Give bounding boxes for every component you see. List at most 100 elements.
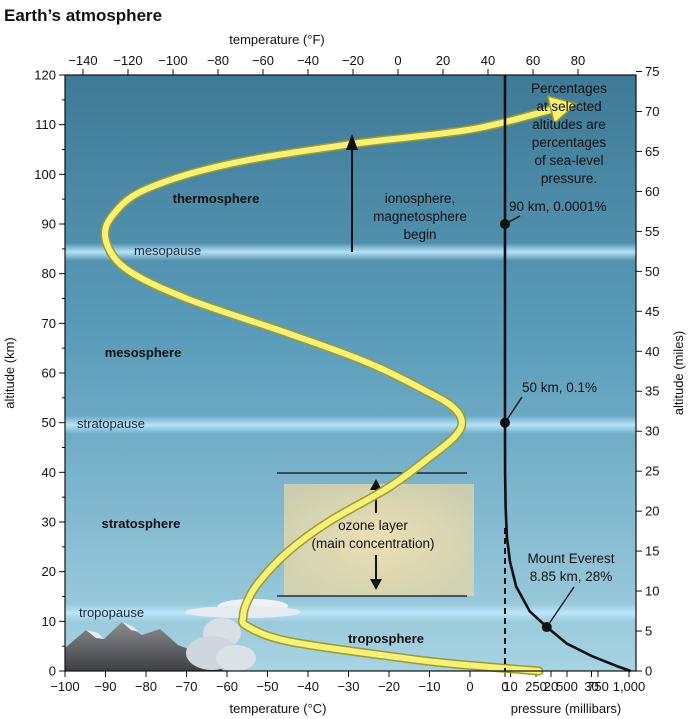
axis-ticks: 0102030405060708090100110120051015202530… (34, 53, 659, 694)
ionosphere-line-3: begin (403, 227, 436, 242)
right-tick-label: 50 (645, 264, 659, 279)
tropopause-band (65, 604, 636, 622)
top-tick-label: 80 (571, 53, 585, 68)
ozone-label-line-1: ozone layer (338, 518, 408, 533)
right-tick-label: 40 (645, 344, 659, 359)
top-tick-label: 40 (481, 53, 495, 68)
top-tick-label: −120 (113, 53, 142, 68)
top-tick-label: −20 (342, 53, 364, 68)
right-tick-label: 30 (645, 424, 659, 439)
marker-everest-leader (546, 586, 575, 628)
top-tick-label: −80 (207, 53, 229, 68)
bottom-tick-label: −20 (378, 679, 400, 694)
right-tick-label: 75 (645, 64, 659, 79)
pressure-note-line-4: percentages (532, 135, 607, 150)
bottom-tick-label: −10 (418, 679, 440, 694)
pressure-note-line-2: at selected (536, 99, 601, 114)
top-tick-label: −60 (252, 53, 274, 68)
marker-90km-label: 90 km, 0.0001% (509, 199, 607, 214)
top-tick-label: 20 (436, 53, 450, 68)
left-tick-label: 0 (49, 664, 56, 679)
bottom-tick-label: 0 (466, 679, 473, 694)
right-tick-label: 20 (645, 504, 659, 519)
everest-label-line-2: 8.85 km, 28% (530, 569, 613, 584)
pressure-note-line-5: of sea-level (534, 153, 603, 168)
bottom-tick-label: −80 (135, 679, 157, 694)
marker-50km-label: 50 km, 0.1% (522, 380, 597, 395)
stratosphere-label: stratosphere (102, 516, 181, 531)
temperature-curve-line (101, 106, 554, 674)
pressure-tick-label: 250 (525, 679, 547, 694)
everest-label-line-1: Mount Everest (527, 551, 614, 566)
ozone-layer-box (284, 484, 474, 596)
stratopause-band (65, 416, 636, 434)
top-axis-label: temperature (°F) (229, 32, 325, 47)
ionosphere-line-2: magnetosphere (373, 209, 467, 224)
left-tick-label: 110 (35, 117, 56, 132)
stratopause-label: stratopause (77, 416, 145, 431)
pressure-note-line-6: pressure. (541, 171, 597, 186)
right-axis-label: altitude (miles) (671, 331, 686, 416)
bottom-tick-label: 20 (544, 679, 558, 694)
left-tick-label: 100 (34, 167, 56, 182)
bottom-tick-label: −100 (50, 679, 79, 694)
left-tick-label: 120 (34, 68, 56, 83)
right-tick-label: 25 (645, 464, 659, 479)
top-tick-label: −140 (68, 53, 97, 68)
left-tick-label: 90 (42, 217, 56, 232)
left-tick-label: 80 (42, 266, 56, 281)
mesosphere-label: mesosphere (105, 345, 182, 360)
pressure-note-line-1: Percentages (531, 81, 607, 96)
bottom-tick-label: −60 (216, 679, 238, 694)
ozone-down-arrow (370, 555, 382, 590)
right-tick-label: 5 (645, 624, 652, 639)
top-tick-label: −100 (158, 53, 187, 68)
right-tick-label: 60 (645, 184, 659, 199)
top-tick-label: −40 (297, 53, 319, 68)
thermosphere-label: thermosphere (173, 191, 260, 206)
bottom-tick-label: −70 (175, 679, 197, 694)
right-tick-label: 0 (645, 664, 652, 679)
left-tick-label: 10 (42, 614, 56, 629)
left-tick-label: 30 (42, 515, 56, 530)
pressure-tick-label: 1,000 (613, 679, 646, 694)
pressure-curve-line (503, 75, 632, 673)
pressure-tick-label: 0 (501, 679, 508, 694)
pressure-curve (500, 75, 632, 673)
pressure-tick-label: 500 (556, 679, 578, 694)
mountains-illustration (65, 622, 224, 671)
temperature-curve-arrowhead (546, 95, 578, 125)
top-tick-label: 0 (394, 53, 401, 68)
top-tick-label: 60 (526, 53, 540, 68)
mesopause-band (65, 243, 636, 261)
left-tick-label: 20 (42, 564, 56, 579)
ozone-label-line-2: (main concentration) (311, 536, 434, 551)
right-tick-label: 15 (645, 544, 659, 559)
bottom-tick-label: −50 (256, 679, 278, 694)
plot-frame (64, 74, 637, 672)
left-tick-label: 70 (42, 316, 56, 331)
left-axis-label: altitude (km) (2, 337, 17, 409)
bottom-tick-label: −90 (94, 679, 116, 694)
left-tick-label: 50 (42, 415, 56, 430)
bottom-axis-label: temperature (°C) (230, 701, 327, 716)
marker-50km-leader (504, 396, 523, 424)
pressure-tick-label: 750 (587, 679, 609, 694)
bottom-tick-label: 30 (584, 679, 598, 694)
right-tick-label: 55 (645, 224, 659, 239)
bottom-tick-label: 10 (503, 679, 517, 694)
right-tick-label: 10 (645, 584, 659, 599)
left-tick-label: 60 (42, 366, 56, 381)
ionosphere-line-1: ionosphere, (385, 191, 456, 206)
right-tick-label: 45 (645, 304, 659, 319)
marker-90km-leader (504, 215, 521, 225)
troposphere-label: troposphere (348, 631, 424, 646)
tropopause-label: tropopause (79, 605, 144, 620)
right-tick-label: 65 (645, 144, 659, 159)
bottom-tick-label: −30 (337, 679, 359, 694)
temperature-curve (100, 95, 578, 676)
ionosphere-arrow (346, 134, 358, 252)
pressure-axis-label: pressure (millibars) (511, 701, 622, 716)
page-title: Earth’s atmosphere (4, 6, 163, 25)
